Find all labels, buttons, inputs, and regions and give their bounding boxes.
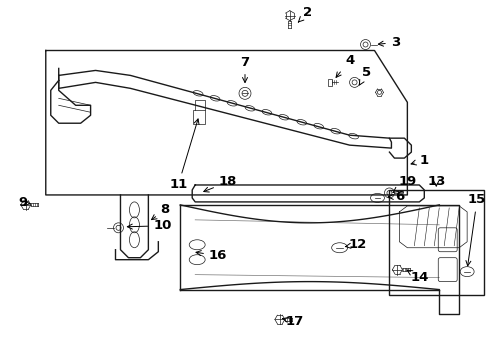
- Text: 17: 17: [283, 315, 304, 328]
- Bar: [193, 110, 205, 124]
- Text: 11: 11: [169, 119, 199, 192]
- Text: 13: 13: [427, 175, 445, 189]
- Text: 18: 18: [204, 175, 237, 192]
- Text: 5: 5: [360, 66, 371, 85]
- Text: 19: 19: [393, 175, 416, 193]
- Text: 15: 15: [466, 193, 486, 266]
- Text: 3: 3: [378, 36, 400, 49]
- Bar: [390, 190, 484, 294]
- Text: 10: 10: [127, 219, 172, 232]
- Text: 7: 7: [241, 56, 249, 82]
- Text: 2: 2: [298, 6, 312, 22]
- Text: 14: 14: [407, 270, 429, 284]
- Text: 6: 6: [388, 190, 404, 203]
- Bar: [328, 79, 332, 86]
- Text: 12: 12: [345, 238, 367, 251]
- Text: 1: 1: [411, 154, 429, 167]
- Text: 9: 9: [18, 197, 30, 210]
- Text: 4: 4: [336, 54, 354, 77]
- Text: 16: 16: [196, 249, 227, 262]
- Text: 8: 8: [151, 203, 170, 220]
